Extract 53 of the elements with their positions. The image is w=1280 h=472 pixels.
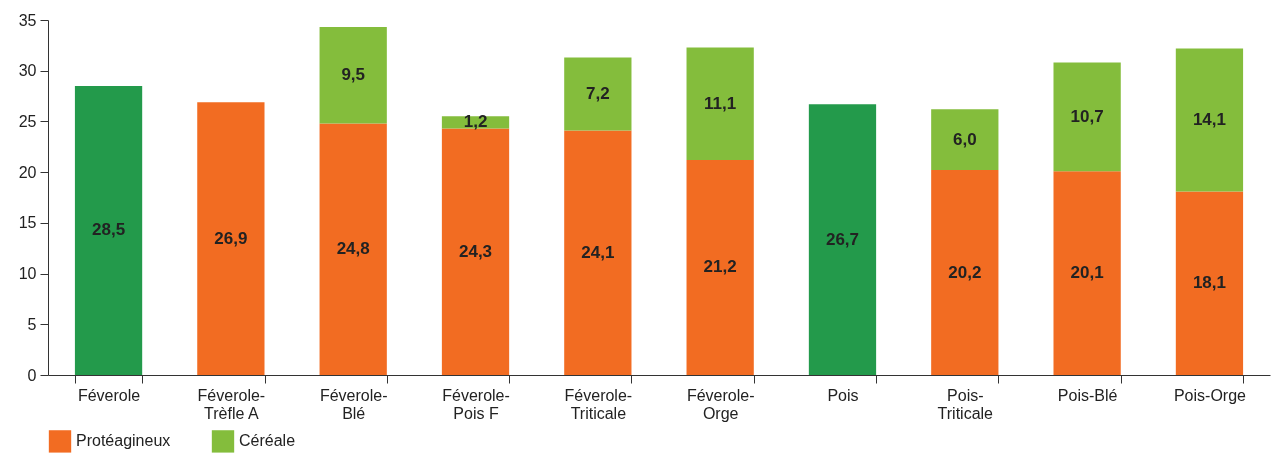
x-tick-label: Pois xyxy=(827,386,859,404)
data-label: 7,2 xyxy=(586,84,610,104)
data-label: 10,7 xyxy=(1070,106,1104,126)
data-label: 9,5 xyxy=(341,65,366,85)
x-tick-label: Féverole- Triticale xyxy=(564,386,633,422)
y-tick-label: 35 xyxy=(18,11,37,29)
data-label: 6,0 xyxy=(952,129,977,149)
y-tick-label: 25 xyxy=(18,112,37,130)
x-tick-label: Féverole- Orge xyxy=(686,386,755,422)
legend-label: Protéagineux xyxy=(76,432,171,450)
bar xyxy=(564,57,632,131)
data-label: 21,2 xyxy=(703,257,737,277)
bar xyxy=(808,104,877,375)
data-label: 1,2 xyxy=(463,112,488,132)
bar xyxy=(686,159,754,375)
data-label: 14,1 xyxy=(1192,109,1226,129)
x-tick-label: Féverole- Pois F xyxy=(442,386,510,422)
data-label: 26,7 xyxy=(825,229,860,249)
bar xyxy=(319,123,387,375)
x-tick-label: Féverole- Trèfle A xyxy=(197,386,266,422)
data-label: 20,2 xyxy=(948,262,982,282)
bar xyxy=(319,27,387,124)
bar xyxy=(1053,62,1121,172)
bar xyxy=(74,85,143,375)
x-tick-label: Pois- Triticale xyxy=(937,386,994,422)
bar xyxy=(931,109,999,171)
data-label: 26,9 xyxy=(214,228,248,248)
data-label: 28,5 xyxy=(92,220,126,240)
bar xyxy=(1175,48,1244,192)
data-label: 20,1 xyxy=(1070,263,1104,283)
bar xyxy=(197,102,265,375)
x-tick-label: Pois-Orge xyxy=(1173,386,1247,404)
bar xyxy=(686,47,754,160)
x-tick-label: Féverole- Blé xyxy=(319,386,388,422)
data-label: 24,8 xyxy=(336,239,370,259)
data-label: 11,1 xyxy=(704,93,737,113)
legend-label: Céréale xyxy=(239,432,296,450)
y-tick-label: 10 xyxy=(18,265,37,283)
bar xyxy=(441,128,510,375)
data-label: 18,1 xyxy=(1192,273,1226,293)
y-tick-label: 0 xyxy=(27,366,37,384)
y-tick-label: 5 xyxy=(27,315,37,333)
bar xyxy=(931,170,999,375)
bar xyxy=(564,130,632,375)
x-tick-label: Pois-Blé xyxy=(1057,386,1118,404)
y-tick-label: 15 xyxy=(18,214,37,232)
y-tick-label: 30 xyxy=(18,62,37,80)
bar xyxy=(1175,191,1244,375)
x-tick-label: Féverole xyxy=(77,386,141,404)
bar xyxy=(1053,171,1121,375)
y-tick-label: 20 xyxy=(18,163,37,181)
data-label: 24,3 xyxy=(458,241,493,261)
data-label: 24,1 xyxy=(581,242,615,262)
